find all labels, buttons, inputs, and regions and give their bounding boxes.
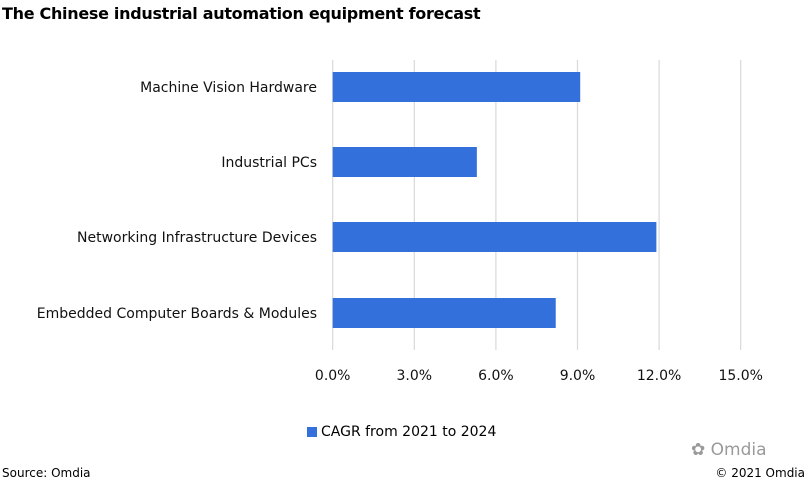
legend: CAGR from 2021 to 2024 xyxy=(307,424,496,440)
copyright-note: © 2021 Omdia xyxy=(715,466,805,480)
x-tick-label: 9.0% xyxy=(560,368,596,384)
x-tick-label: 0.0% xyxy=(315,368,351,384)
category-label: Networking Infrastructure Devices xyxy=(77,230,317,246)
x-tick-label: 12.0% xyxy=(637,368,681,384)
legend-label: CAGR from 2021 to 2024 xyxy=(321,424,497,440)
chart-title: The Chinese industrial automation equipm… xyxy=(2,4,481,23)
bar xyxy=(332,222,657,252)
legend-swatch xyxy=(307,427,317,437)
omdia-logo: ✿ Omdia xyxy=(691,440,767,460)
x-tick-label: 6.0% xyxy=(478,368,514,384)
bar xyxy=(332,147,477,177)
bar xyxy=(332,72,581,102)
category-label: Embedded Computer Boards & Modules xyxy=(37,306,317,322)
source-note: Source: Omdia xyxy=(2,466,91,480)
logo-text: Omdia xyxy=(710,440,767,460)
x-tick-label: 3.0% xyxy=(397,368,433,384)
x-tick-label: 15.0% xyxy=(718,368,762,384)
category-label: Machine Vision Hardware xyxy=(140,80,317,96)
bar xyxy=(332,298,556,328)
category-label: Industrial PCs xyxy=(221,155,317,171)
